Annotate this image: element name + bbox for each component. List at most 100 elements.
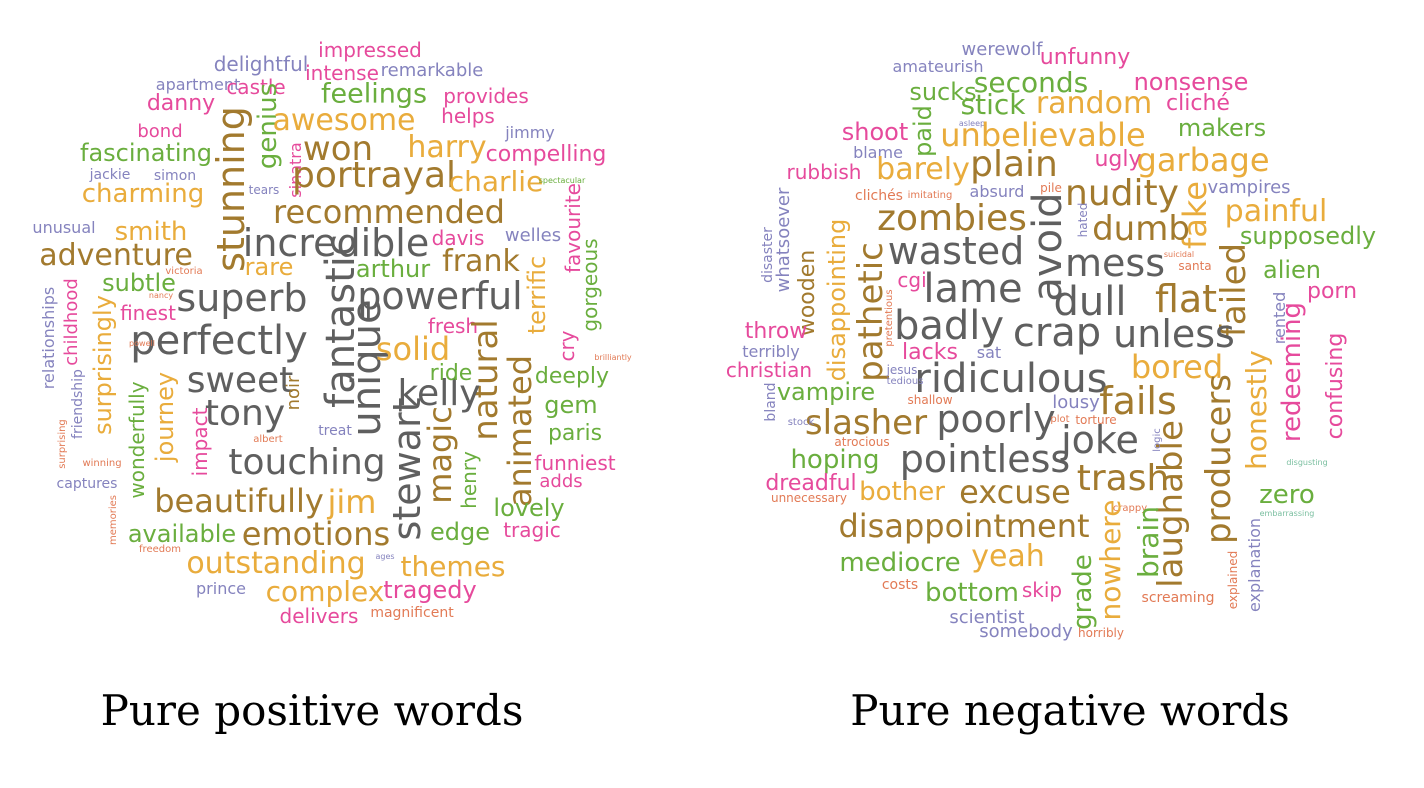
- word-paris: paris: [547, 421, 603, 446]
- word-surprisingly: surprisingly: [89, 295, 117, 435]
- word-hoping: hoping: [790, 445, 880, 475]
- word-ride: ride: [429, 361, 473, 386]
- word-nancy: nancy: [148, 291, 174, 300]
- word-nudity: nudity: [1065, 173, 1179, 214]
- word-brilliantly: brilliantly: [594, 353, 632, 362]
- word-seconds: seconds: [973, 66, 1089, 99]
- word-mediocre: mediocre: [839, 548, 961, 578]
- word-vampire: vampire: [776, 378, 876, 406]
- word-pathetic: pathetic: [851, 242, 891, 382]
- word-surprising: surprising: [57, 419, 68, 469]
- word-freedom: freedom: [139, 544, 181, 555]
- word-dull: dull: [1053, 279, 1127, 325]
- word-victoria: victoria: [165, 266, 203, 277]
- word-absurd: absurd: [969, 182, 1025, 201]
- word-somebody: somebody: [979, 621, 1073, 642]
- word-wonderfully: wonderfully: [125, 381, 149, 499]
- word-paid: paid: [909, 105, 937, 157]
- word-touching: touching: [228, 442, 386, 483]
- word-perfectly: perfectly: [130, 318, 308, 364]
- word-christian: christian: [725, 358, 813, 382]
- word-slasher: slasher: [804, 403, 928, 443]
- word-unique: unique: [344, 299, 390, 437]
- word-arthur: arthur: [355, 255, 431, 283]
- word-crap: crap: [1012, 310, 1102, 356]
- word-blame: blame: [853, 143, 903, 162]
- word-screaming: screaming: [1141, 590, 1215, 606]
- word-supposedly: supposedly: [1239, 222, 1377, 250]
- word-plain: plain: [970, 144, 1058, 185]
- word-harry: harry: [407, 130, 487, 165]
- word-delivers: delivers: [279, 604, 359, 628]
- word-zero: zero: [1259, 480, 1315, 510]
- word-honestly: honestly: [1240, 350, 1273, 470]
- word-spectacular: spectacular: [538, 176, 586, 185]
- word-davis: davis: [431, 226, 485, 250]
- word-magic: magic: [421, 406, 459, 504]
- word-castle: castle: [226, 75, 286, 99]
- word-stock: stock: [787, 417, 815, 428]
- word-yeah: yeah: [971, 539, 1045, 574]
- word-hated: hated: [1076, 202, 1090, 238]
- word-edge: edge: [430, 518, 490, 546]
- word-jesus: jesus: [886, 363, 918, 377]
- word-unusual: unusual: [32, 218, 96, 237]
- word-prince: prince: [196, 579, 246, 598]
- word-jackie: jackie: [89, 167, 131, 183]
- word-alien: alien: [1262, 256, 1322, 284]
- word-rubbish: rubbish: [786, 160, 862, 184]
- word-lame: lame: [923, 266, 1023, 312]
- word-complex: complex: [265, 575, 385, 608]
- word-treat: treat: [318, 423, 352, 439]
- word-portrayal: portrayal: [291, 155, 457, 196]
- word-fresh: fresh: [427, 314, 479, 338]
- word-impressed: impressed: [318, 38, 422, 62]
- word-garbage: garbage: [1136, 141, 1270, 179]
- word-mess: mess: [1065, 241, 1165, 285]
- word-adventure: adventure: [39, 238, 193, 273]
- word-fascinating: fascinating: [80, 139, 212, 167]
- word-lacks: lacks: [902, 340, 958, 365]
- word-bother: bother: [859, 477, 945, 507]
- word-dumb: dumb: [1092, 209, 1190, 249]
- word-charlie: charlie: [448, 165, 544, 198]
- word-disappointment: disappointment: [838, 507, 1090, 545]
- negative-word-cloud: werewolf unfunny amateurish seconds nonsense…: [712, 0, 1424, 660]
- word-beautifully: beautifully: [154, 482, 324, 520]
- word-zombies: zombies: [877, 198, 1027, 239]
- word-costs: costs: [881, 577, 919, 593]
- word-amateurish: amateurish: [892, 57, 984, 76]
- word-ugly: ugly: [1094, 147, 1142, 172]
- word-barely: barely: [876, 152, 970, 187]
- word-porn: porn: [1306, 279, 1358, 304]
- word-awesome: awesome: [272, 103, 416, 138]
- positive-word-cloud: impressed delightful intense remarkable apar…: [0, 0, 712, 660]
- positive-panel: impressed delightful intense remarkable apar…: [0, 0, 712, 735]
- word-embarrassing: embarrassing: [1259, 509, 1315, 518]
- word-kelly: kelly: [397, 373, 481, 414]
- negative-panel: werewolf unfunny amateurish seconds nonsense…: [712, 0, 1424, 788]
- word-lousy: lousy: [1052, 392, 1100, 413]
- word-superb: superb: [176, 276, 308, 320]
- word-terribly: terribly: [742, 342, 800, 361]
- word-skip: skip: [1021, 578, 1063, 602]
- word-disappointing: disappointing: [823, 218, 851, 382]
- word-intense: intense: [305, 61, 379, 85]
- word-noir: noir: [283, 375, 304, 411]
- word-plot: plot: [1050, 414, 1070, 425]
- word-santa: santa: [1178, 259, 1212, 273]
- word-sweet: sweet: [186, 360, 294, 401]
- word-animated: animated: [501, 354, 539, 508]
- word-brain: brain: [1132, 506, 1165, 578]
- word-logic: logic: [1152, 428, 1163, 452]
- word-available: available: [127, 520, 237, 548]
- word-solid: solid: [375, 330, 451, 368]
- word-cgi: cgi: [897, 268, 927, 292]
- word-clich-: cliché: [1166, 91, 1230, 116]
- word-tragedy: tragedy: [383, 576, 477, 604]
- word-frank: frank: [442, 244, 520, 279]
- word-compelling: compelling: [485, 142, 607, 167]
- word-trash: trash: [1076, 458, 1170, 499]
- word-grade: grade: [1068, 554, 1098, 630]
- word-apartment: apartment: [155, 75, 241, 94]
